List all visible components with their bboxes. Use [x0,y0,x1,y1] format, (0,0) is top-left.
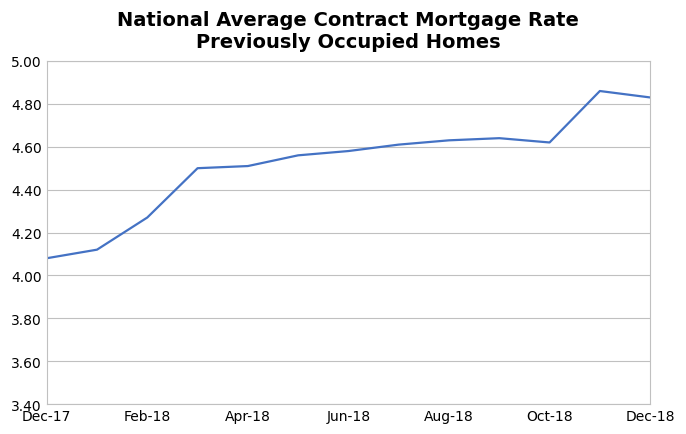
Title: National Average Contract Mortgage Rate
Previously Occupied Homes: National Average Contract Mortgage Rate … [117,11,580,52]
